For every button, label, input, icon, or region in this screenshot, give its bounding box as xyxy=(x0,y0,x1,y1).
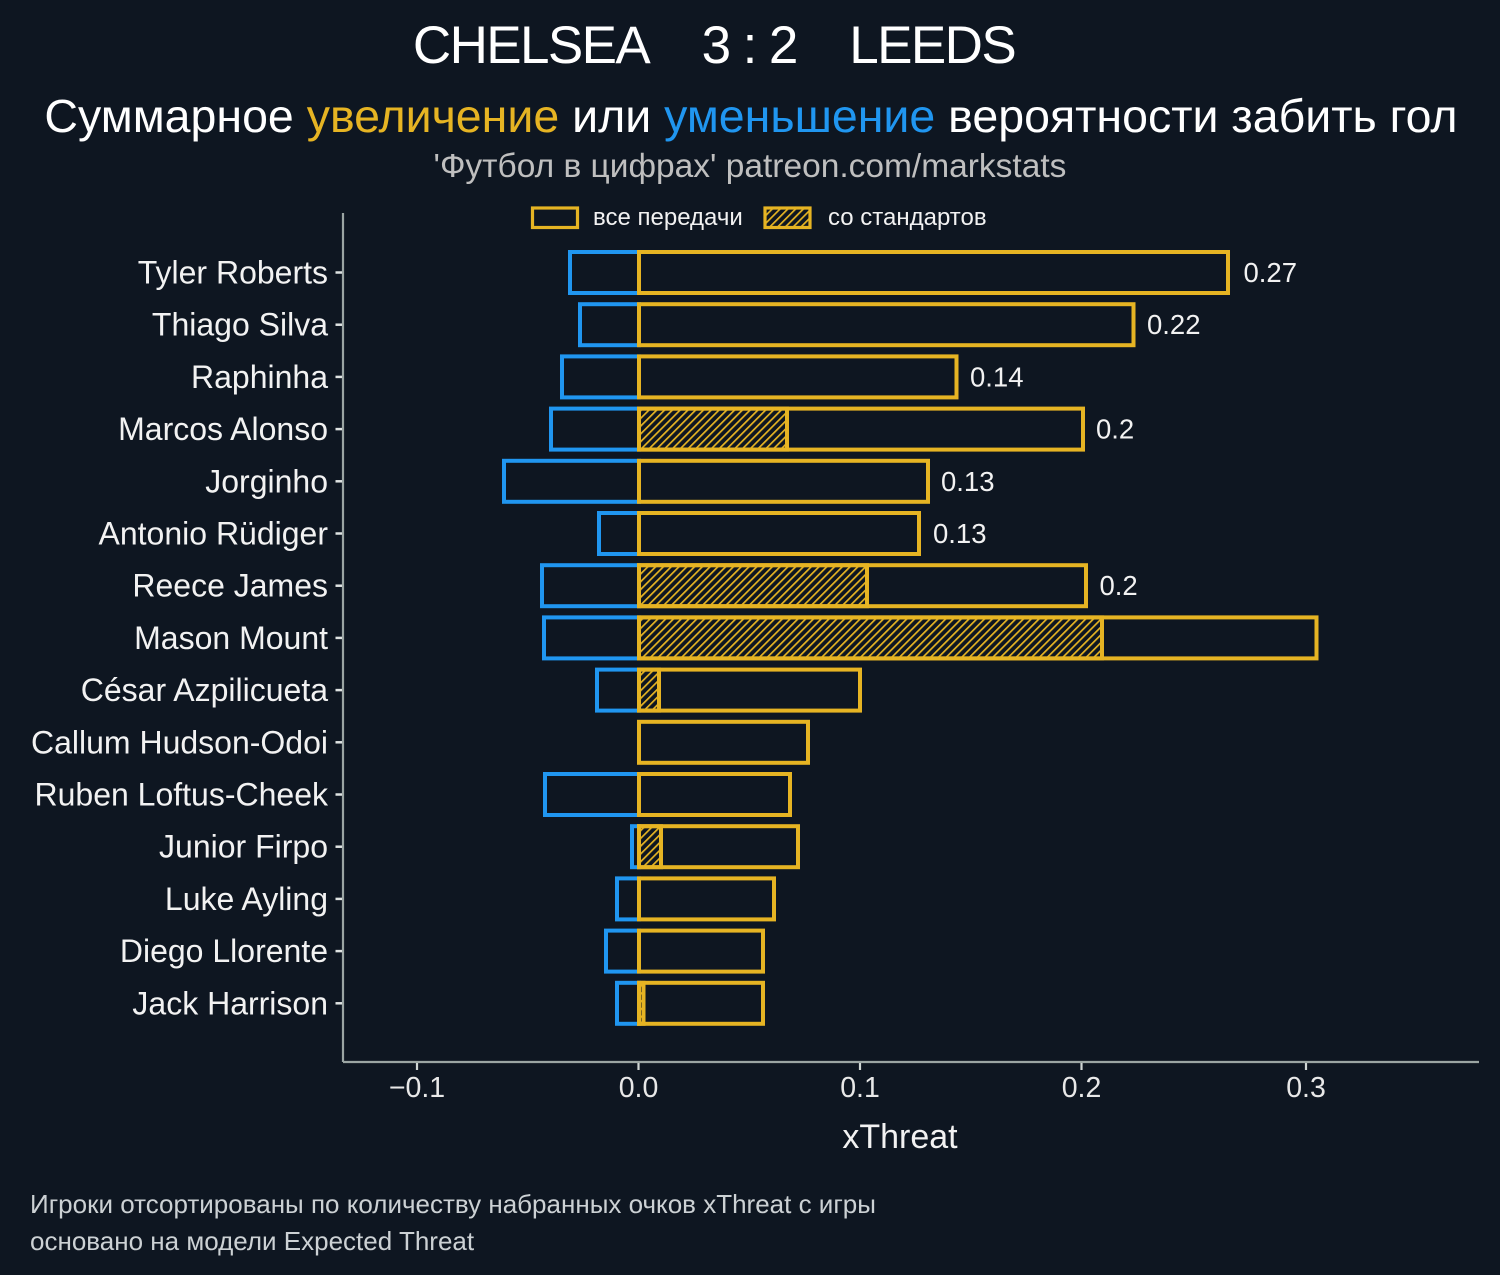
svg-text:Diego Llorente: Diego Llorente xyxy=(120,933,328,969)
svg-text:Luke Ayling: Luke Ayling xyxy=(165,881,328,917)
svg-text:Marcos Alonso: Marcos Alonso xyxy=(118,411,328,447)
svg-text:'Футбол в цифрах' patreon.com/: 'Футбол в цифрах' patreon.com/markstats xyxy=(434,148,1067,185)
svg-text:0.2: 0.2 xyxy=(1100,570,1138,601)
svg-text:Суммарное увеличение или умень: Суммарное увеличение или уменьшение веро… xyxy=(44,90,1457,142)
svg-text:0.13: 0.13 xyxy=(933,518,987,549)
svg-text:Thiago Silva: Thiago Silva xyxy=(152,307,328,343)
svg-text:0.22: 0.22 xyxy=(1147,309,1201,340)
svg-text:0.14: 0.14 xyxy=(970,361,1024,392)
svg-text:со стандартов: со стандартов xyxy=(828,204,987,231)
svg-text:Ruben Loftus-Cheek: Ruben Loftus-Cheek xyxy=(34,777,329,813)
svg-text:Jorginho: Jorginho xyxy=(205,463,328,499)
svg-text:Tyler Roberts: Tyler Roberts xyxy=(138,255,328,291)
svg-text:Mason Mount: Mason Mount xyxy=(134,620,328,656)
svg-text:Reece James: Reece James xyxy=(132,568,328,604)
svg-text:CHELSEA 3 : 2 LEEDS: CHELSEA 3 : 2 LEEDS xyxy=(413,16,1015,75)
svg-text:0.0: 0.0 xyxy=(619,1072,659,1104)
svg-text:все передачи: все передачи xyxy=(593,204,743,231)
svg-text:0.2: 0.2 xyxy=(1062,1072,1102,1104)
svg-text:xThreat: xThreat xyxy=(842,1118,958,1156)
svg-text:0.13: 0.13 xyxy=(941,466,995,497)
svg-text:основано на модели Expected Th: основано на модели Expected Threat xyxy=(30,1226,475,1256)
svg-text:Junior Firpo: Junior Firpo xyxy=(159,829,328,865)
svg-text:Antonio Rüdiger: Antonio Rüdiger xyxy=(99,516,329,552)
svg-text:Игроки отсортированы по количе: Игроки отсортированы по количеству набра… xyxy=(30,1189,876,1219)
svg-text:César Azpilicueta: César Azpilicueta xyxy=(81,672,328,708)
svg-text:Callum Hudson-Odoi: Callum Hudson-Odoi xyxy=(31,724,328,760)
svg-text:Raphinha: Raphinha xyxy=(191,359,328,395)
svg-text:Jack Harrison: Jack Harrison xyxy=(132,985,328,1021)
svg-text:0.1: 0.1 xyxy=(840,1072,880,1104)
svg-text:−0.1: −0.1 xyxy=(389,1072,445,1104)
svg-text:0.3: 0.3 xyxy=(1286,1072,1326,1104)
svg-text:0.27: 0.27 xyxy=(1244,257,1298,288)
svg-text:0.2: 0.2 xyxy=(1096,414,1134,445)
